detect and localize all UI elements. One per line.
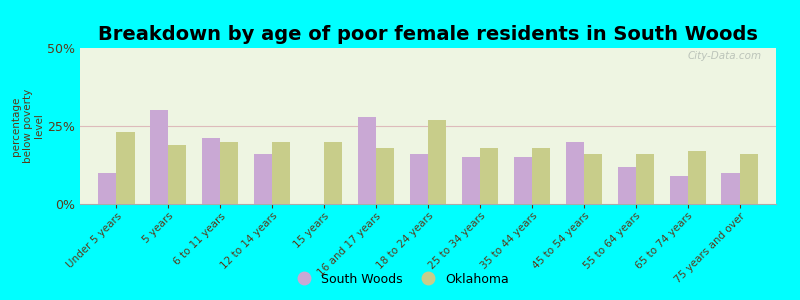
Bar [428, 120, 446, 204]
Bar [410, 154, 428, 204]
Bar [324, 142, 342, 204]
Bar [670, 176, 688, 204]
Legend: South Woods, Oklahoma: South Woods, Oklahoma [286, 268, 514, 291]
Bar [150, 110, 168, 204]
Bar [480, 148, 498, 204]
Title: Breakdown by age of poor female residents in South Woods: Breakdown by age of poor female resident… [98, 25, 758, 44]
Bar [116, 132, 134, 204]
Bar [272, 142, 290, 204]
Bar [462, 157, 480, 204]
Bar [168, 145, 186, 204]
Bar [514, 157, 532, 204]
Y-axis label: percentage
below poverty
level: percentage below poverty level [11, 89, 44, 163]
Text: City-Data.com: City-Data.com [688, 51, 762, 61]
Bar [376, 148, 394, 204]
Bar [688, 151, 706, 204]
Bar [254, 154, 272, 204]
Bar [220, 142, 238, 204]
Bar [202, 139, 220, 204]
Bar [532, 148, 550, 204]
Bar [584, 154, 602, 204]
Bar [722, 173, 740, 204]
Bar [98, 173, 116, 204]
Bar [740, 154, 758, 204]
Bar [636, 154, 654, 204]
Bar [618, 167, 636, 204]
Bar [566, 142, 584, 204]
Bar [358, 117, 376, 204]
